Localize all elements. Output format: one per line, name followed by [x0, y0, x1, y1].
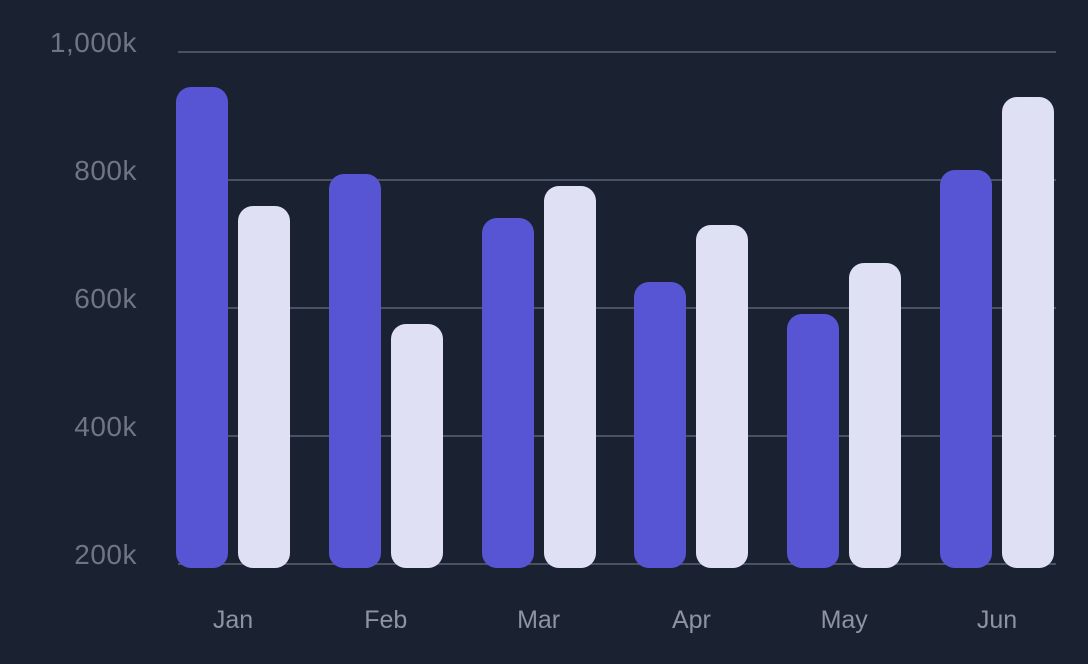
bar-apr-purple[interactable]	[634, 282, 687, 568]
bar-jun-purple[interactable]	[940, 170, 992, 568]
y-axis-tick-label: 800k	[74, 155, 137, 186]
bar-apr-lavender[interactable]	[696, 224, 749, 568]
bar-feb-lavender[interactable]	[390, 324, 443, 568]
bar-mar-purple[interactable]	[481, 218, 534, 568]
bar-jun-lavender[interactable]	[1002, 96, 1054, 568]
x-axis-tick-label: Jun	[976, 606, 1018, 634]
y-axis-tick-label: 1,000k	[49, 27, 137, 58]
x-axis-tick-label: Apr	[671, 606, 711, 634]
gridline	[178, 307, 1056, 309]
x-axis-tick-label: May	[820, 606, 868, 634]
bar-may-lavender[interactable]	[849, 263, 902, 568]
bar-jan-lavender[interactable]	[238, 205, 290, 568]
x-axis-tick-label: Feb	[364, 606, 408, 634]
gridline	[178, 179, 1056, 181]
bar-jan-purple[interactable]	[176, 87, 228, 568]
x-axis-tick-label: Mar	[517, 606, 561, 634]
bar-may-purple[interactable]	[787, 314, 840, 568]
gridline	[178, 563, 1056, 565]
x-axis-tick-label: Jan	[212, 606, 254, 634]
gridline	[178, 435, 1056, 437]
bar-feb-purple[interactable]	[328, 173, 381, 568]
y-axis-tick-label: 600k	[74, 283, 137, 314]
y-axis-tick-label: 200k	[74, 539, 137, 570]
bar-mar-lavender[interactable]	[543, 186, 596, 568]
gridline	[178, 51, 1056, 53]
y-axis-tick-label: 400k	[74, 411, 137, 442]
